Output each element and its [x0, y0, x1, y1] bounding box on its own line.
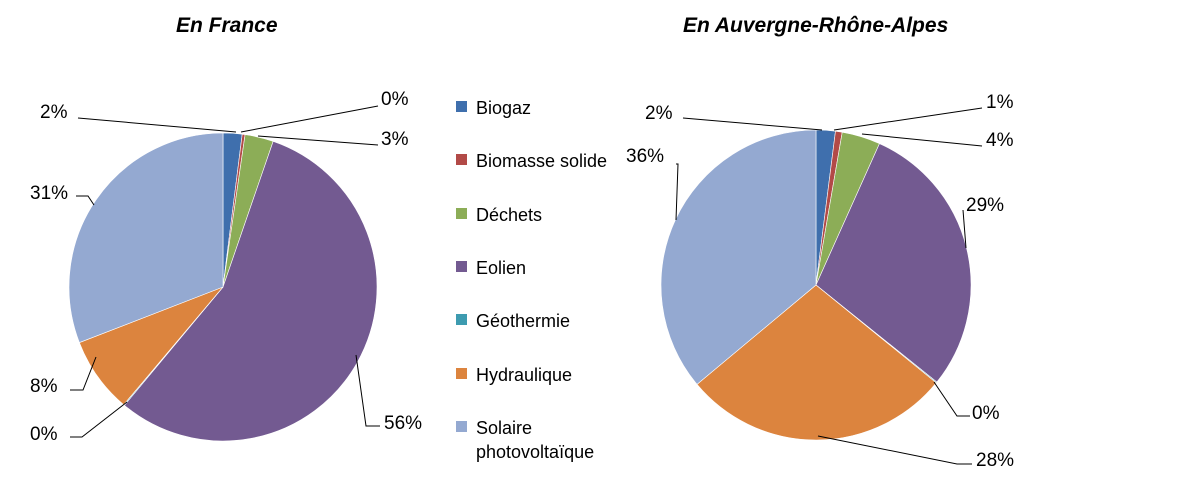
data-label-hydraulique: 28%	[976, 450, 1014, 471]
legend-swatch-hydraulique	[456, 368, 467, 379]
legend-label-solaire-photovoltaique: Solaire photovoltaïque	[476, 416, 594, 464]
data-label-eolien: 56%	[384, 413, 422, 434]
pie-auvergne-rhone-alpes: 2% 1% 4% 29% 0% 28% 36%	[626, 92, 1014, 471]
legend-label-dechets: Déchets	[476, 205, 543, 225]
legend-label-eolien: Eolien	[476, 258, 527, 278]
legend-label-solaire-line-1: Solaire	[476, 418, 533, 438]
pie-slice-eolien	[815, 143, 972, 383]
leader-line-eolien	[355, 354, 380, 427]
leader-line-geothermie	[933, 381, 970, 417]
chart-title-auvergne-rhone-alpes: En Auvergne-Rhône-Alpes	[683, 14, 949, 37]
data-label-biomasse-solide: 0%	[381, 89, 409, 110]
pie-slice-hydraulique	[696, 284, 937, 441]
legend-label-hydraulique: Hydraulique	[476, 365, 573, 385]
data-label-geothermie: 0%	[972, 403, 1000, 424]
leader-line-biomasse-solide	[240, 105, 379, 133]
data-label-solaire-photovoltaique: 36%	[626, 146, 664, 167]
data-label-dechets: 3%	[381, 129, 409, 150]
pie-slice-solaire-photovoltaique	[68, 132, 224, 343]
leader-line-biogaz	[77, 117, 237, 133]
leader-line-biogaz	[682, 117, 823, 131]
legend-swatch-biogaz	[456, 101, 467, 112]
pie-france: 2% 0% 3% 56% 0% 8% 31%	[30, 89, 422, 445]
data-label-solaire-photovoltaique: 31%	[30, 183, 68, 204]
data-label-biogaz: 2%	[645, 103, 673, 124]
legend-label-geothermie: Géothermie	[476, 311, 571, 331]
leader-line-biomasse-solide	[833, 107, 983, 131]
leader-line-solaire-photovoltaique	[76, 195, 95, 206]
leader-line-dechets	[861, 133, 983, 147]
data-label-geothermie: 0%	[30, 424, 58, 445]
data-label-eolien: 29%	[966, 195, 1004, 216]
leader-line-hydraulique	[817, 435, 972, 465]
legend-swatch-geothermie	[456, 314, 467, 325]
leader-line-eolien	[962, 209, 967, 249]
chart-title-france: En France	[176, 14, 278, 37]
leader-line-hydraulique	[70, 356, 97, 391]
legend-label-biomasse-solide: Biomasse solide	[476, 151, 608, 171]
data-label-biomasse-solide: 1%	[986, 92, 1014, 113]
legend-swatch-biomasse-solide	[456, 154, 467, 165]
legend-swatch-dechets	[456, 208, 467, 219]
data-label-biogaz: 2%	[40, 102, 68, 123]
legend-swatch-solaire-photovoltaique	[456, 421, 467, 432]
leader-line-solaire-photovoltaique	[675, 163, 679, 221]
leader-line-dechets	[257, 135, 379, 146]
legend-label-solaire-line-2: photovoltaïque	[476, 442, 595, 462]
legend-swatch-eolien	[456, 261, 467, 272]
data-label-dechets: 4%	[986, 130, 1014, 151]
data-label-hydraulique: 8%	[30, 376, 58, 397]
legend-label-biogaz: Biogaz	[476, 98, 532, 118]
leader-line-geothermie	[70, 401, 128, 438]
